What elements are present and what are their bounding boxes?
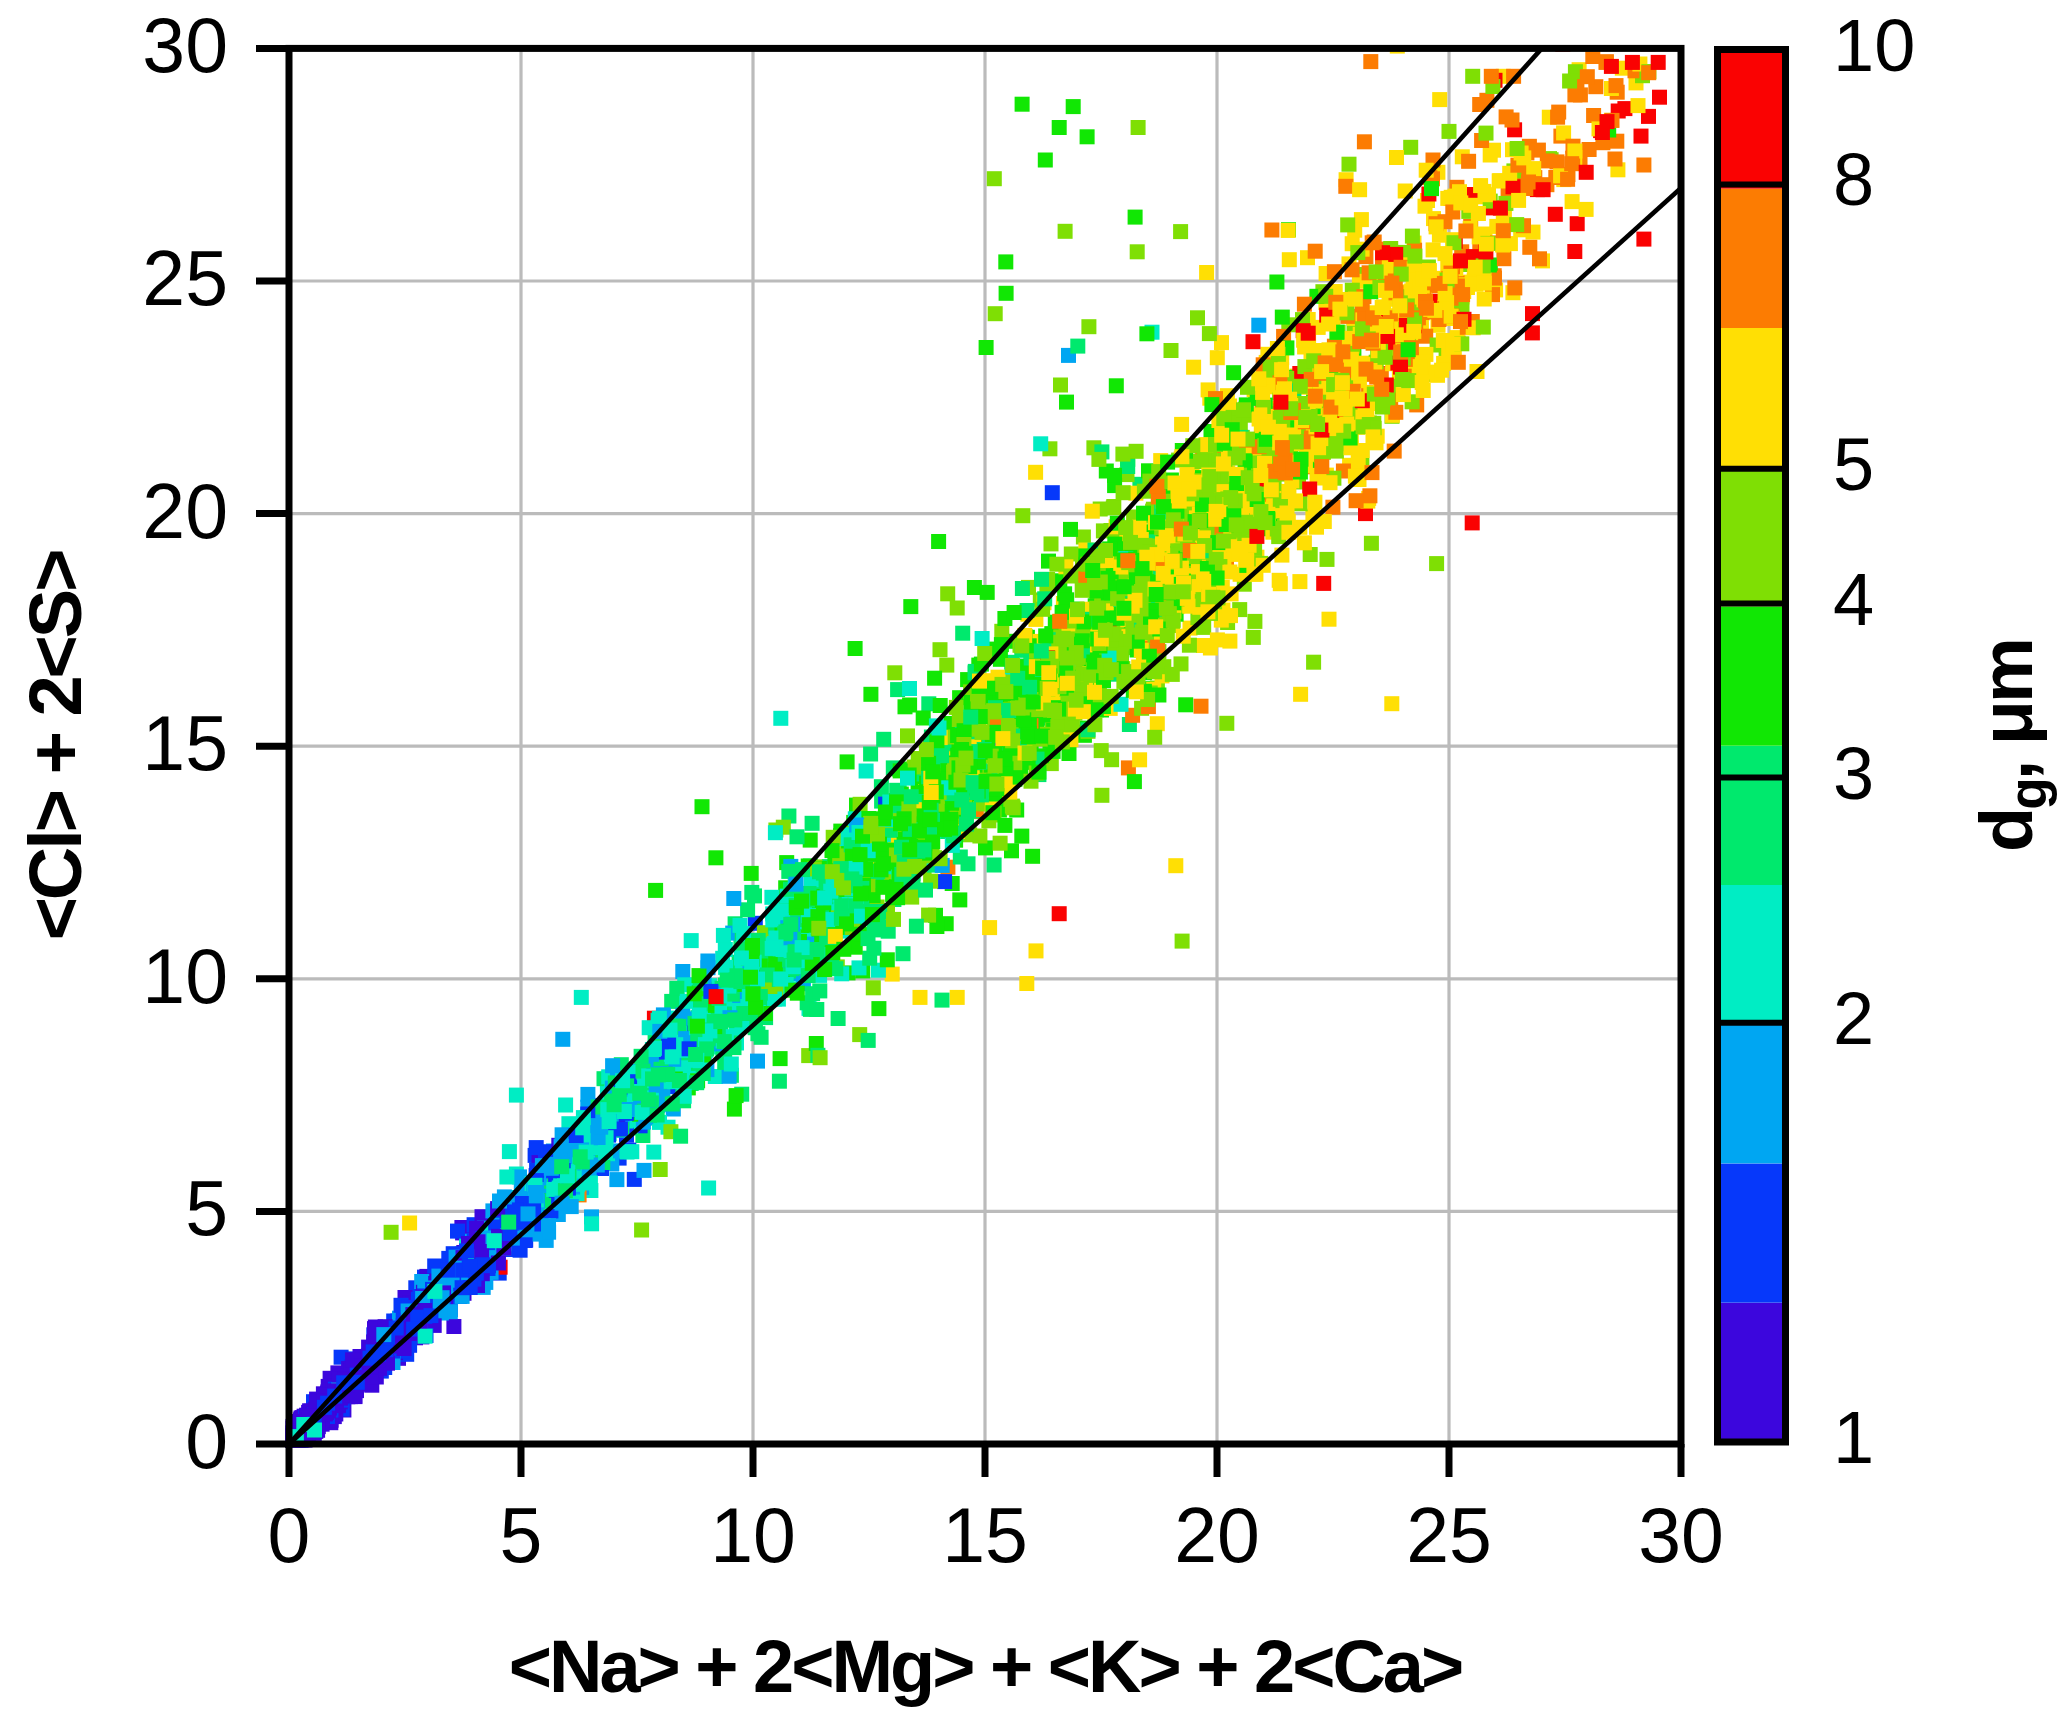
svg-text:30: 30 [142, 2, 228, 88]
svg-text:dg, μm: dg, μm [1965, 640, 2057, 852]
svg-text:20: 20 [142, 468, 228, 554]
svg-text:<Cl> + 2<S>: <Cl> + 2<S> [14, 551, 97, 940]
svg-text:10: 10 [142, 933, 228, 1019]
svg-text:10: 10 [710, 1492, 796, 1578]
svg-text:10: 10 [1833, 4, 1915, 87]
svg-text:20: 20 [1174, 1492, 1260, 1578]
svg-text:<Na> + 2<Mg> + <K> + 2<Ca>: <Na> + 2<Mg> + <K> + 2<Ca> [509, 1625, 1462, 1708]
svg-text:25: 25 [142, 235, 228, 321]
svg-text:3: 3 [1833, 732, 1874, 815]
svg-text:15: 15 [942, 1492, 1028, 1578]
svg-text:2: 2 [1833, 977, 1874, 1060]
svg-text:15: 15 [142, 700, 228, 786]
svg-text:1: 1 [1833, 1396, 1874, 1479]
svg-text:0: 0 [185, 1398, 228, 1484]
svg-text:0: 0 [268, 1492, 311, 1578]
svg-text:4: 4 [1833, 558, 1874, 641]
svg-text:30: 30 [1638, 1492, 1724, 1578]
svg-text:8: 8 [1833, 138, 1874, 221]
svg-text:5: 5 [185, 1165, 228, 1251]
svg-text:5: 5 [500, 1492, 543, 1578]
svg-text:25: 25 [1406, 1492, 1492, 1578]
svg-text:5: 5 [1833, 423, 1874, 506]
